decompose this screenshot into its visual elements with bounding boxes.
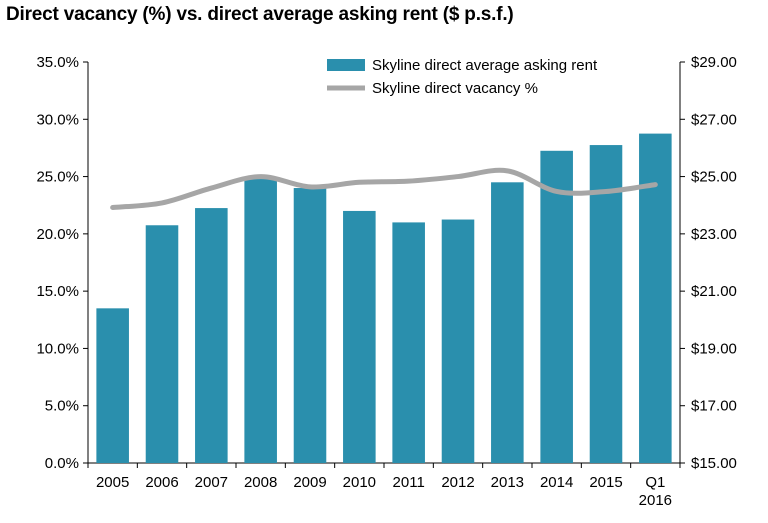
y-tick-label-left: 5.0% [45, 398, 79, 415]
legend: Skyline direct average asking rent Skylin… [327, 57, 598, 97]
x-tick-label: 2005 [96, 474, 129, 491]
x-tick-label: 2014 [540, 474, 573, 491]
legend-swatch-bar [327, 59, 365, 71]
x-tick-label: 2008 [244, 474, 277, 491]
bar-series [96, 133, 672, 464]
bar [343, 210, 376, 463]
y-tick-label-left: 20.0% [36, 226, 79, 243]
bar [589, 145, 623, 464]
x-tick-label: 2011 [393, 474, 425, 491]
y-tick-label-left: 10.0% [36, 340, 79, 357]
y-tick-label-left: 30.0% [36, 111, 79, 128]
vacancy-line [110, 167, 658, 211]
x-tick-label: 2010 [343, 474, 376, 491]
y-tick-label-right: $29.00 [691, 54, 737, 71]
y-tick-label-left: 15.0% [36, 283, 79, 300]
bar [96, 308, 129, 463]
bar [145, 225, 179, 463]
y-tick-label-right: $23.00 [691, 226, 737, 243]
y-tick-label-right: $21.00 [691, 283, 737, 300]
y-tick-label-right: $17.00 [691, 398, 737, 415]
x-tick-label: 2007 [195, 474, 228, 491]
x-tick-label: 2013 [491, 474, 524, 491]
bar [441, 219, 475, 463]
x-tick-label: 2006 [145, 474, 178, 491]
y-tick-label-right: $15.00 [691, 455, 737, 472]
bar [540, 150, 573, 464]
y-tick-label-left: 35.0% [36, 54, 79, 71]
x-tick-label: 2012 [441, 474, 474, 491]
bar [195, 208, 228, 463]
y-tick-label-left: 0.0% [45, 455, 79, 472]
chart-title: Direct vacancy (%) vs. direct average as… [6, 4, 514, 25]
bar [491, 182, 524, 464]
bar [392, 222, 425, 463]
bar [244, 176, 277, 464]
y-tick-label-right: $27.00 [691, 111, 737, 128]
y-tick-label-right: $19.00 [691, 340, 737, 357]
bar [293, 188, 327, 463]
line-series [110, 167, 658, 211]
legend-label-bar: Skyline direct average asking rent [372, 57, 598, 74]
y-tick-label-left: 25.0% [36, 169, 79, 186]
axes: 0.0% 5.0% 10.0% 15.0% 20.0% 25.0% 30.0% 35.0% $1… [36, 54, 736, 509]
legend-label-line: Skyline direct vacancy % [372, 80, 538, 97]
x-tick-label: Q1 2016 [639, 474, 672, 509]
x-tick-label: 2015 [589, 474, 622, 491]
y-tick-label-right: $25.00 [691, 169, 737, 186]
x-tick-label: 2009 [293, 474, 326, 491]
